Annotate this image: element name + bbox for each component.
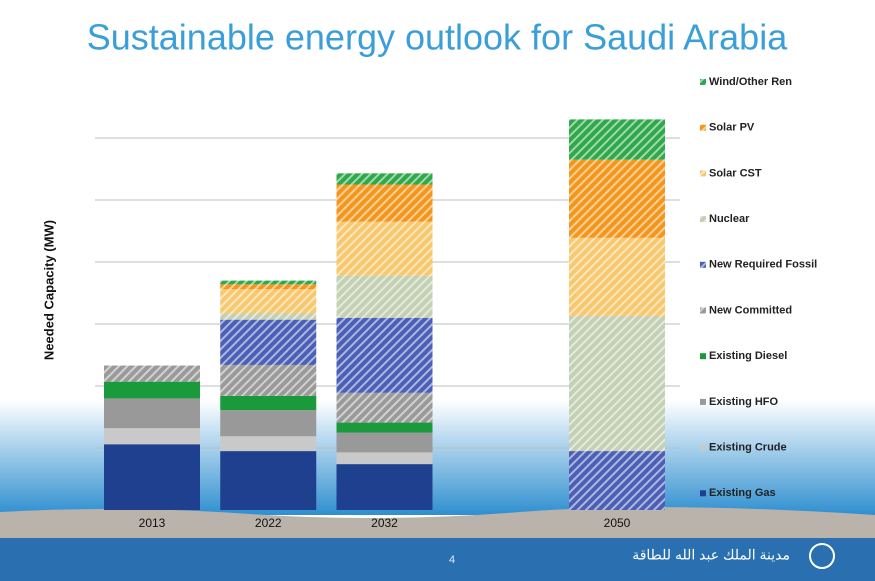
legend-swatch [700,170,706,176]
bar-segment [337,185,433,222]
bar-segment [220,320,316,365]
legend-label: Existing HFO [709,396,779,408]
x-tick-label: 2022 [255,516,282,530]
bar-segment [569,316,665,451]
legend-swatch [700,125,706,131]
bar-segment [337,464,433,510]
x-tick-label: 2050 [604,516,631,530]
bar-segment [337,423,433,433]
bar-segment [337,276,433,318]
legend-swatch [700,490,706,496]
bar-segment [569,451,665,510]
logo-text: مدينة الملك عبد الله للطاقة [632,547,790,563]
chart-title: Sustainable energy outlook for Saudi Ara… [87,17,788,58]
bar-segment [220,365,316,396]
slide: Sustainable energy outlook for Saudi Ara… [0,0,875,581]
legend-swatch [700,308,706,314]
bar-segment [104,382,200,399]
legend-label: Solar PV [709,122,755,134]
bar-segment [220,451,316,510]
legend-label: Nuclear [709,213,750,225]
bar-segment [220,284,316,289]
bar-segment [337,452,433,464]
bar-segment [104,428,200,444]
legend-swatch [700,399,706,405]
bar-segment [220,281,316,285]
legend-label: Existing Gas [709,487,776,499]
legend-swatch [700,216,706,222]
bar-segment [220,289,316,313]
legend-label: Wind/Other Ren [709,76,792,88]
x-tick-label: 2013 [139,516,166,530]
legend-swatch [700,353,706,359]
bar-segment [104,398,200,428]
bar-segment [569,238,665,316]
bar-segment [220,436,316,451]
bar-segment [220,313,316,319]
legend-swatch [700,79,706,85]
bar-segment [337,433,433,453]
bar-segment [569,119,665,159]
legend-swatch [700,262,706,268]
bar-segment [337,318,433,393]
legend-label: Existing Crude [709,442,787,454]
legend-swatch [700,445,706,451]
bar-segment [104,444,200,510]
legend-label: Solar CST [709,167,762,179]
legend-label: Existing Diesel [709,350,787,362]
bar-segment [337,222,433,276]
bar-segment [220,410,316,436]
bar-segment [104,366,200,382]
bar-segment [569,160,665,238]
x-tick-label: 2032 [371,516,398,530]
y-axis-label: Needed Capacity (MW) [41,220,56,360]
bar-segment [337,173,433,184]
bar-segment [337,393,433,423]
legend-label: New Required Fossil [709,259,817,271]
slide-number: 4 [449,554,455,566]
legend-label: New Committed [709,304,792,316]
bar-segment [220,396,316,410]
